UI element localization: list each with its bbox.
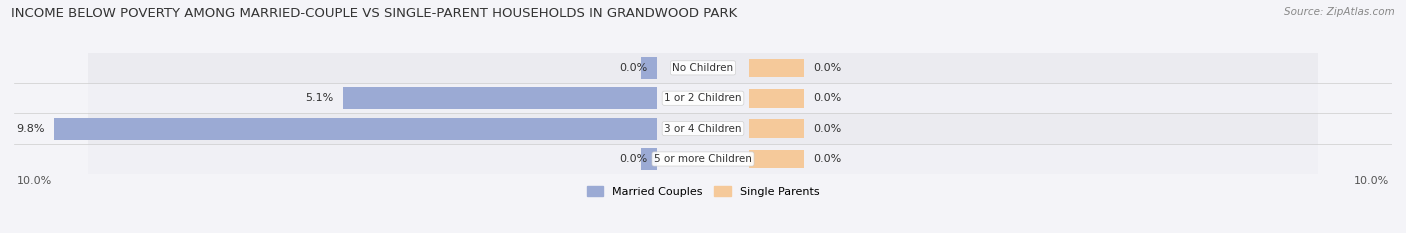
Text: No Children: No Children (672, 63, 734, 73)
Text: 0.0%: 0.0% (814, 154, 842, 164)
Text: 10.0%: 10.0% (17, 176, 52, 186)
Text: INCOME BELOW POVERTY AMONG MARRIED-COUPLE VS SINGLE-PARENT HOUSEHOLDS IN GRANDWO: INCOME BELOW POVERTY AMONG MARRIED-COUPL… (11, 7, 738, 20)
Bar (87, 113, 1319, 144)
Bar (87, 83, 1319, 113)
Bar (343, 87, 657, 109)
Text: 0.0%: 0.0% (814, 123, 842, 134)
Text: 0.0%: 0.0% (620, 154, 648, 164)
Text: 3 or 4 Children: 3 or 4 Children (664, 123, 742, 134)
Text: 0.0%: 0.0% (814, 63, 842, 73)
Bar (749, 89, 804, 107)
Bar (749, 58, 804, 77)
Legend: Married Couples, Single Parents: Married Couples, Single Parents (583, 183, 823, 201)
Bar (641, 57, 657, 79)
Text: 10.0%: 10.0% (1354, 176, 1389, 186)
Bar (87, 144, 1319, 174)
Text: 5.1%: 5.1% (305, 93, 335, 103)
Bar (53, 118, 657, 140)
Text: 0.0%: 0.0% (814, 93, 842, 103)
Bar (87, 53, 1319, 83)
Text: 5 or more Children: 5 or more Children (654, 154, 752, 164)
Text: 0.0%: 0.0% (620, 63, 648, 73)
Text: Source: ZipAtlas.com: Source: ZipAtlas.com (1284, 7, 1395, 17)
Text: 9.8%: 9.8% (17, 123, 45, 134)
Bar (749, 119, 804, 138)
Bar (749, 150, 804, 168)
Text: 1 or 2 Children: 1 or 2 Children (664, 93, 742, 103)
Bar (641, 148, 657, 170)
